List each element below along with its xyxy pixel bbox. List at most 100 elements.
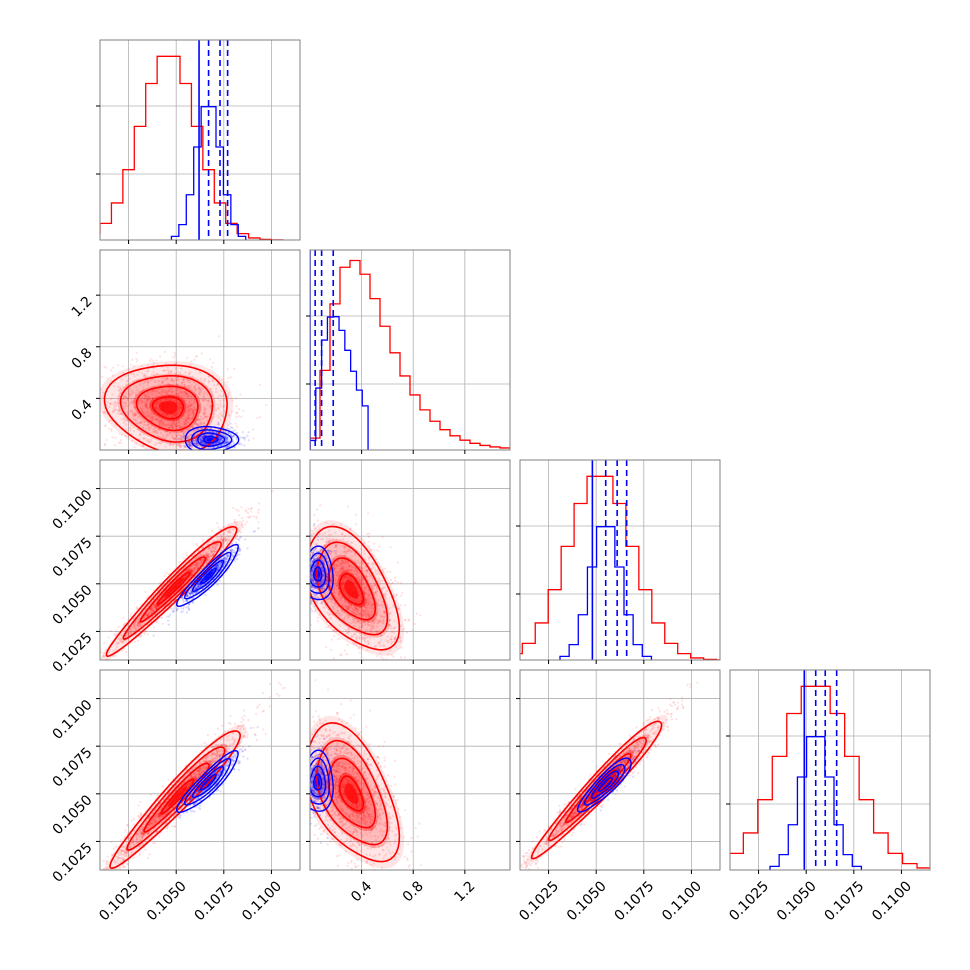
panel-1-0-frame (99, 249, 301, 451)
scatter-point-series-a (141, 623, 144, 627)
scatter-point-series-a (158, 581, 162, 584)
scatter-point-series-b (216, 445, 220, 448)
scatter-point-series-a (124, 395, 127, 398)
scatter-point-series-a (149, 398, 152, 401)
scatter-point-series-a (152, 609, 155, 612)
scatter-point-series-a (136, 412, 139, 415)
scatter-point-series-a (135, 624, 139, 627)
scatter-point-series-a (240, 415, 243, 419)
scatter-point-series-a (158, 423, 161, 426)
scatter-point-series-a (178, 424, 182, 428)
scatter-point-series-a (141, 401, 144, 404)
scatter-point-series-a (188, 405, 191, 408)
scatter-point-series-a (195, 555, 198, 559)
scatter-point-series-a (219, 402, 222, 406)
scatter-point-series-b (219, 437, 222, 440)
scatter-point-series-b (224, 434, 227, 437)
scatter-point-series-a (197, 399, 201, 402)
scatter-point-series-b (203, 435, 206, 438)
scatter-point-series-a (157, 428, 160, 431)
scatter-point-series-b (187, 441, 190, 444)
scatter-point-series-a (192, 410, 195, 414)
scatter-point-series-a (152, 603, 155, 606)
scatter-point-series-a (134, 418, 137, 421)
scatter-point-series-a (114, 401, 117, 404)
scatter-point-series-a (103, 443, 107, 447)
scatter-point-series-b (152, 634, 155, 637)
scatter-point-series-b (226, 436, 229, 439)
scatter-point-series-a (132, 400, 135, 403)
scatter-point-series-a (161, 440, 164, 443)
scatter-point-series-a (151, 415, 154, 418)
scatter-point-series-a (137, 378, 140, 381)
scatter-point-series-a (195, 423, 198, 426)
scatter-point-series-a (168, 420, 172, 423)
scatter-point-series-a (210, 550, 213, 553)
scatter-point-series-a (142, 433, 145, 436)
scatter-point-series-b (201, 427, 204, 430)
scatter-point-series-b (238, 553, 241, 556)
scatter-point-series-a (180, 382, 184, 385)
scatter-point-series-a (190, 445, 194, 449)
scatter-point-series-b (189, 433, 192, 436)
scatter-point-series-a (125, 419, 129, 422)
scatter-point-series-b (211, 443, 214, 446)
scatter-point-series-b (169, 442, 173, 445)
scatter-point-series-a (125, 428, 128, 431)
scatter-point-series-a (132, 380, 135, 383)
scatter-point-series-a (172, 356, 175, 359)
scatter-point-series-a (115, 629, 118, 632)
scatter-point-series-b (226, 445, 229, 448)
scatter-point-series-a (147, 395, 150, 398)
scatter-point-series-b (200, 441, 203, 444)
scatter-point-series-a (109, 402, 112, 405)
scatter-point-series-b (229, 422, 232, 425)
scatter-point-series-a (151, 359, 154, 362)
scatter-point-series-a (129, 372, 132, 375)
scatter-point-series-a (165, 391, 169, 394)
scatter-point-series-a (175, 425, 178, 428)
scatter-point-series-a (134, 620, 137, 624)
scatter-point-series-a (165, 442, 168, 445)
scatter-point-series-a (132, 412, 135, 415)
scatter-point-series-a (133, 640, 137, 644)
scatter-point-series-a (220, 389, 223, 392)
scatter-point-series-a (109, 663, 111, 665)
scatter-point-series-a (186, 429, 189, 432)
scatter-point-series-a (187, 417, 191, 420)
scatter-point-series-b (236, 537, 239, 540)
scatter-point-series-b (232, 430, 235, 433)
scatter-point-series-a (140, 421, 143, 424)
scatter-point-series-a (152, 606, 155, 609)
scatter-point-series-a (155, 418, 159, 421)
scatter-point-series-a (144, 630, 148, 633)
scatter-point-series-a (163, 378, 167, 381)
scatter-point-series-a (392, 671, 394, 673)
scatter-point-series-b (205, 427, 209, 430)
scatter-point-series-a (173, 422, 176, 425)
scatter-point-series-a (90, 379, 92, 381)
scatter-point-series-a (120, 412, 124, 415)
scatter-point-series-a (143, 401, 146, 404)
scatter-point-series-a (134, 414, 138, 417)
scatter-point-series-a (156, 414, 159, 417)
scatter-point-series-a (191, 570, 194, 573)
scatter-point-series-a (296, 586, 298, 588)
scatter-point-series-a (112, 407, 116, 410)
scatter-point-series-b (235, 431, 239, 435)
scatter-point-series-a (202, 417, 206, 420)
scatter-point-series-b (247, 439, 250, 442)
scatter-point-series-a (199, 552, 202, 555)
scatter-point-series-a (142, 431, 145, 434)
scatter-point-series-b (199, 435, 202, 439)
scatter-point-series-a (239, 393, 242, 396)
scatter-point-series-b (229, 433, 233, 436)
scatter-point-series-a (115, 646, 118, 649)
scatter-point-series-b (241, 431, 245, 434)
scatter-point-series-b (188, 440, 191, 444)
scatter-point-series-b (182, 600, 185, 603)
scatter-point-series-b (217, 423, 220, 426)
scatter-point-series-a (119, 391, 123, 395)
scatter-point-series-a (132, 372, 136, 376)
